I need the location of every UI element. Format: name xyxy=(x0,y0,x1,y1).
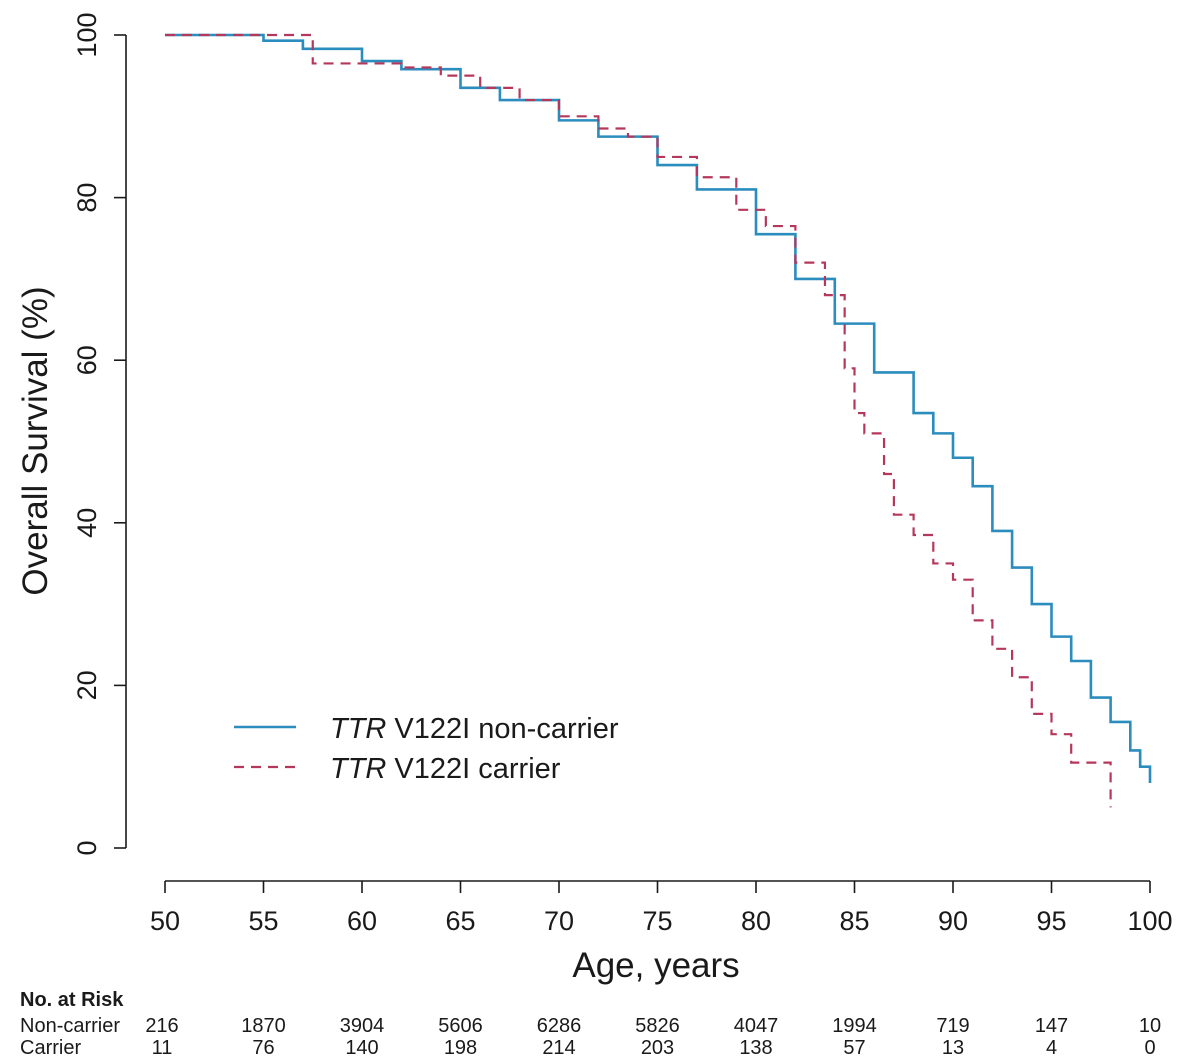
risk-value-carrier-65: 198 xyxy=(444,1037,477,1059)
x-tick-label-60: 60 xyxy=(347,906,377,936)
risk-table: No. at Risk Non-carrier Carrier 216 1870 3… xyxy=(20,989,1161,1059)
risk-value-noncarrier-65: 5606 xyxy=(438,1015,483,1037)
x-tick-label-75: 75 xyxy=(642,906,672,936)
risk-value-noncarrier-100: 10 xyxy=(1139,1015,1161,1037)
risk-row-label-carrier: Carrier xyxy=(20,1037,81,1059)
y-tick-label-80: 80 xyxy=(72,183,102,213)
x-tick-label-85: 85 xyxy=(839,906,869,936)
x-tick-label-65: 65 xyxy=(445,906,475,936)
risk-value-carrier-75: 203 xyxy=(641,1037,674,1059)
risk-value-noncarrier-75: 5826 xyxy=(635,1015,680,1037)
legend-label-carrier: TTR V122I carrier xyxy=(330,753,561,785)
x-tick-label-90: 90 xyxy=(938,906,968,936)
risk-values: 216 1870 3904 5606 6286 5826 4047 1994 719 147 10 1… xyxy=(145,1015,1161,1059)
risk-table-header: No. at Risk xyxy=(20,989,124,1011)
y-axis-ticks: 0 20 40 60 80 100 xyxy=(72,12,126,856)
y-tick-label-20: 20 xyxy=(72,670,102,700)
risk-value-carrier-85: 57 xyxy=(843,1037,865,1059)
y-tick-label-60: 60 xyxy=(72,345,102,375)
x-tick-label-50: 50 xyxy=(150,906,180,936)
y-tick-label-0: 0 xyxy=(72,840,102,855)
x-tick-label-55: 55 xyxy=(248,906,278,936)
risk-value-noncarrier-90: 719 xyxy=(936,1015,969,1037)
risk-value-noncarrier-50: 216 xyxy=(145,1015,178,1037)
risk-value-noncarrier-60: 3904 xyxy=(340,1015,385,1037)
legend-label-noncarrier: TTR V122I non-carrier xyxy=(330,713,619,745)
risk-value-carrier-95: 4 xyxy=(1046,1037,1057,1059)
x-axis-title: Age, years xyxy=(572,946,739,985)
series-line-noncarrier xyxy=(165,33,1152,783)
y-tick-label-40: 40 xyxy=(72,508,102,538)
x-tick-label-70: 70 xyxy=(544,906,574,936)
x-tick-label-95: 95 xyxy=(1036,906,1066,936)
series-line-carrier xyxy=(165,33,1112,808)
risk-value-carrier-55: 76 xyxy=(252,1037,274,1059)
risk-value-noncarrier-55: 1870 xyxy=(241,1015,286,1037)
x-tick-label-100: 100 xyxy=(1127,906,1172,936)
risk-value-carrier-70: 214 xyxy=(542,1037,575,1059)
y-axis-title: Overall Survival (%) xyxy=(16,286,55,595)
risk-value-noncarrier-80: 4047 xyxy=(734,1015,779,1037)
risk-value-carrier-90: 13 xyxy=(942,1037,964,1059)
risk-value-carrier-80: 138 xyxy=(739,1037,772,1059)
y-tick-label-100: 100 xyxy=(72,12,102,57)
legend: TTR V122I non-carrier TTR V122I carrier xyxy=(234,713,619,785)
x-axis-ticks: 50 55 60 65 70 75 80 85 90 95 100 xyxy=(150,881,1173,936)
risk-value-noncarrier-95: 147 xyxy=(1035,1015,1068,1037)
risk-value-noncarrier-70: 6286 xyxy=(537,1015,582,1037)
risk-row-label-noncarrier: Non-carrier xyxy=(20,1015,120,1037)
risk-value-noncarrier-85: 1994 xyxy=(832,1015,877,1037)
risk-value-carrier-50: 11 xyxy=(152,1037,173,1059)
x-tick-label-80: 80 xyxy=(741,906,771,936)
risk-value-carrier-100: 0 xyxy=(1144,1037,1155,1059)
risk-value-carrier-60: 140 xyxy=(345,1037,378,1059)
series-layer xyxy=(165,33,1152,808)
